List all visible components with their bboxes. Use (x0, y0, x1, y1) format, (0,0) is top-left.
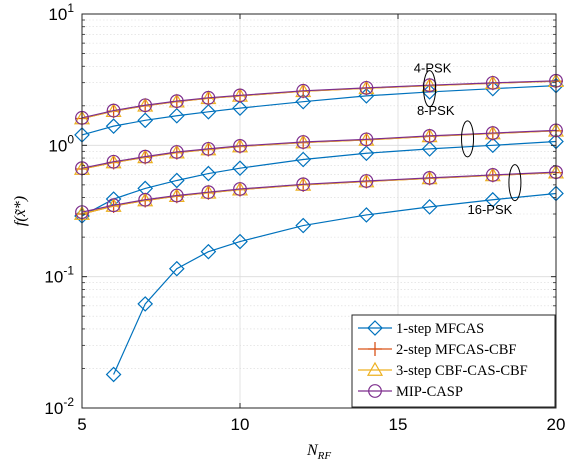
y-axis-label: f(x̃*) (12, 196, 29, 226)
series-line (81, 171, 557, 213)
annotation-ellipse (508, 164, 522, 202)
series-line (81, 140, 557, 217)
data-point-triangle (366, 361, 384, 376)
data-point-circle (296, 135, 311, 149)
data-point-circle (422, 170, 437, 185)
x-tick-label: 5 (77, 415, 86, 434)
data-point-diamond (232, 100, 248, 116)
annotation-ellipse (461, 120, 475, 158)
series-line (113, 192, 557, 375)
annotation-label: 8-PSK (417, 103, 455, 118)
x-tick-label: 10 (231, 415, 250, 434)
data-point-circle (233, 182, 247, 196)
data-point-diamond (421, 141, 438, 157)
annotation-layer: 4-PSK 8-PSK 16-PSK (414, 60, 522, 217)
data-point-circle (233, 88, 247, 103)
series-line (81, 80, 557, 119)
data-point-diamond (484, 137, 501, 154)
data-point-diamond (137, 112, 154, 129)
annotation-ellipse (423, 70, 437, 108)
data-point-diamond (200, 103, 217, 120)
data-point-diamond (200, 165, 217, 182)
legend-label: 3-step CBF-CAS-CBF (396, 363, 528, 379)
x-axis-label: NRF (306, 442, 331, 459)
data-point-diamond (168, 172, 185, 189)
data-point-circle (485, 168, 500, 182)
x-tick-label: 15 (389, 415, 408, 434)
data-point-circle (296, 177, 311, 192)
data-point-circle (169, 188, 184, 203)
data-point-diamond (484, 191, 501, 208)
data-point-plus (368, 342, 382, 356)
data-point-circle (106, 198, 121, 213)
data-point-diamond (168, 260, 185, 277)
data-point-diamond (295, 151, 312, 168)
legend: 1-step MFCAS 2-step MFCAS-CBF 3-step CBF-C… (351, 314, 556, 408)
legend-label: MIP-CASP (396, 384, 463, 400)
y-tick-label: 101 (48, 1, 74, 24)
data-point-diamond (137, 296, 154, 312)
data-point-circle (485, 126, 500, 140)
y-tick-label: 10-1 (44, 264, 74, 287)
data-point-circle (359, 80, 374, 95)
data-point-circle (485, 75, 500, 90)
annotation-label: 4-PSK (414, 60, 452, 75)
data-point-circle (233, 139, 247, 153)
data-point-circle (201, 141, 216, 156)
data-point-diamond (358, 145, 375, 162)
data-point-circle (368, 384, 382, 398)
data-point-diamond (367, 320, 383, 336)
data-point-circle (201, 185, 216, 200)
legend-label: 1-step MFCAS (396, 321, 484, 337)
data-point-circle (106, 103, 121, 118)
data-point-diamond (200, 243, 217, 260)
data-point-circle (138, 98, 153, 113)
data-point-diamond (232, 233, 248, 250)
data-point-circle (359, 174, 374, 188)
data-point-diamond (421, 199, 438, 215)
x-tick-label: 20 (547, 415, 566, 434)
data-point-diamond (105, 366, 122, 383)
data-point-diamond (295, 217, 312, 234)
legend-label: 2-step MFCAS-CBF (396, 342, 516, 358)
data-point-circle (359, 132, 374, 147)
legend-box (351, 314, 556, 408)
data-point-circle (422, 128, 437, 143)
data-point-circle (201, 90, 216, 105)
data-point-circle (138, 149, 153, 164)
data-point-diamond (105, 118, 122, 134)
series-line (81, 85, 557, 136)
data-point-diamond (295, 93, 312, 110)
data-point-circle (296, 83, 311, 98)
data-point-circle (106, 154, 121, 169)
plot-frame (81, 13, 557, 409)
data-point-circle (169, 145, 184, 159)
y-tick-label: 10-2 (44, 395, 74, 418)
data-point-diamond (232, 160, 248, 177)
data-point-diamond (358, 207, 375, 223)
data-point-circle (169, 94, 184, 109)
series-line (81, 129, 557, 169)
data-point-diamond (168, 107, 185, 124)
y-tick-label: 100 (48, 132, 74, 155)
tick-layer: 5 10 15 20 10-2 10-1 100 101 (44, 1, 565, 434)
data-point-circle (138, 192, 153, 207)
annotation-label: 16-PSK (468, 202, 513, 217)
